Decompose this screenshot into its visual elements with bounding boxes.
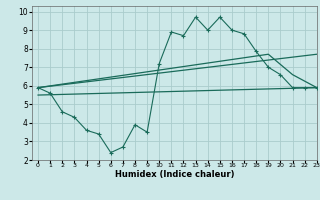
X-axis label: Humidex (Indice chaleur): Humidex (Indice chaleur) (115, 170, 234, 179)
